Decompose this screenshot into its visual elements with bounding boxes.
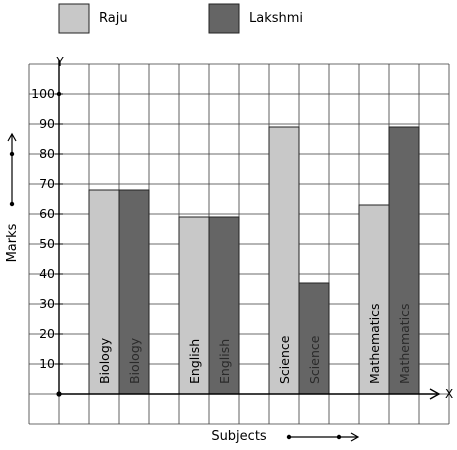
- y-tick-label: 50: [39, 236, 55, 251]
- legend-label: Lakshmi: [249, 11, 303, 26]
- axes: YX: [55, 55, 453, 401]
- bar-category-label: English: [217, 339, 232, 384]
- y-axis-letter: Y: [55, 55, 64, 69]
- y-tick-label: 60: [39, 206, 55, 221]
- legend-swatch: [208, 3, 240, 34]
- y-tick-labels: 10 20 30 40 50 60 70 80 90 100: [31, 86, 63, 371]
- legend-label: Raju: [99, 11, 128, 26]
- axis-annotations: Subjects Marks: [5, 132, 360, 444]
- bar-category-label: English: [187, 339, 202, 384]
- bar: [298, 282, 330, 395]
- y-tick-label: 40: [39, 266, 55, 281]
- y-tick-label: 20: [39, 326, 55, 341]
- x-axis-letter: X: [445, 387, 453, 401]
- y-tick-label: 90: [39, 116, 55, 131]
- y-axis-title: Marks: [5, 223, 20, 262]
- x-axis-arrowhead: [429, 388, 441, 400]
- bar-labels: Biology Biology English English Science Scien…: [97, 303, 412, 384]
- legend-swatch: [58, 3, 90, 34]
- x-title-arrow-dot: [286, 434, 292, 440]
- y-top-dot: [56, 91, 62, 97]
- y-tick-label: 10: [39, 356, 55, 371]
- y-tick-label: 80: [39, 146, 55, 161]
- y-tick-label: 70: [39, 176, 55, 191]
- legend: Raju Lakshmi: [58, 3, 303, 34]
- y-title-arrow-dot: [9, 151, 15, 157]
- bar: [268, 126, 300, 395]
- bar: [388, 126, 420, 395]
- bar-category-label: Science: [307, 335, 322, 384]
- y-tick-label: 100: [31, 86, 55, 101]
- bar-category-label: Mathematics: [397, 303, 412, 384]
- y-tick-label: 30: [39, 296, 55, 311]
- origin-dot: [56, 391, 62, 397]
- x-title-arrow-dot: [336, 434, 342, 440]
- bar-category-label: Science: [277, 335, 292, 384]
- y-title-arrow-dot: [9, 201, 15, 207]
- bar-category-label: Biology: [127, 337, 142, 384]
- bar: [88, 189, 120, 395]
- x-title-arrowhead: [350, 432, 360, 442]
- bar-category-label: Mathematics: [367, 303, 382, 384]
- x-axis-title: Subjects: [211, 429, 267, 444]
- bars: [88, 126, 420, 395]
- bar-category-label: Biology: [97, 337, 112, 384]
- y-title-arrowhead: [7, 132, 17, 142]
